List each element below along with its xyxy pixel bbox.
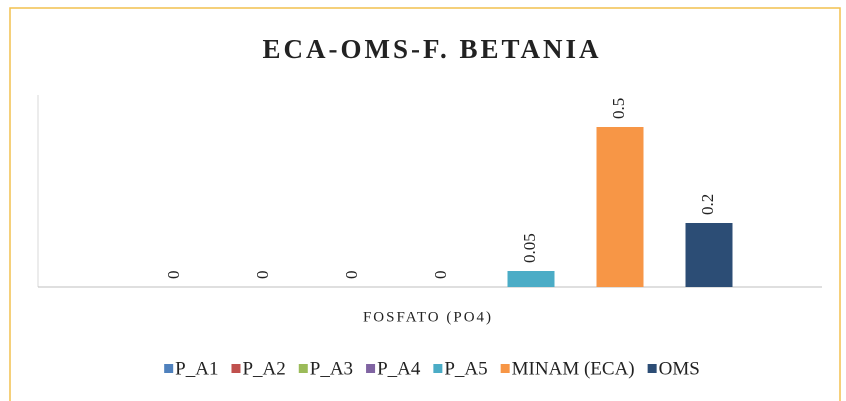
x-tick-label: FOSFATO (PO4) [363,309,493,325]
data-label: 0 [164,271,183,280]
legend-label: P_A2 [242,358,285,379]
data-label: 0.5 [609,98,628,119]
legend-label: P_A1 [175,358,218,379]
frame [9,7,841,401]
legend-swatch [298,364,308,373]
legend-swatch [164,364,174,373]
legend-label: P_A4 [377,358,421,379]
data-label: 0 [342,271,361,280]
legend-swatch [647,364,657,373]
chart-title: ECA-OMS-F. BETANIA [262,34,601,64]
data-label: 0 [253,271,272,280]
bar [685,223,733,287]
legend-swatch [231,364,241,373]
legend-swatch [366,364,376,373]
legend-label: MINAM (ECA) [512,358,635,379]
legend-label: P_A3 [310,358,353,379]
data-label: 0.2 [698,194,717,215]
data-label: 0 [431,271,450,280]
legend-swatch [500,364,510,373]
legend-label: P_A5 [444,358,487,379]
bar [596,127,644,287]
legend-label: OMS [659,358,700,379]
data-label: 0.05 [520,233,539,263]
legend-swatch [433,364,443,373]
bar [507,271,555,287]
